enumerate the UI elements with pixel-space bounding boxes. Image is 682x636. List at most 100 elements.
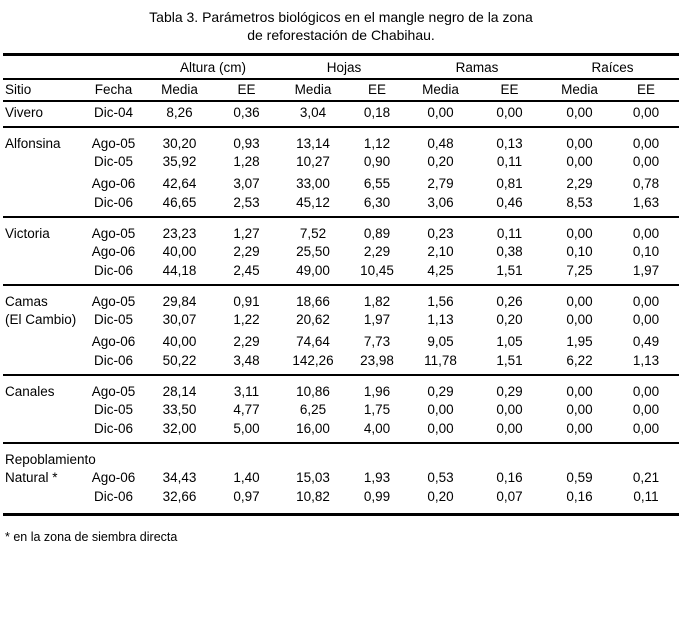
value-cell: 10,27: [296, 154, 330, 169]
table-row: Dic-06 32,00 5,00 16,00 4,00 0,00 0,00 0,00 0,00: [3, 421, 679, 443]
value-cell: 46,65: [162, 195, 197, 210]
value-cell: 29,84: [162, 293, 197, 309]
value-cell: 10,45: [360, 263, 394, 278]
value-cell: 6,30: [363, 195, 391, 210]
value-cell: 11,78: [424, 353, 457, 368]
table-row: Dic-06 44,18 2,45 49,00 10,45 4,25 1,51 7,25 1,9…: [3, 263, 679, 285]
value-cell: 0,00: [566, 312, 593, 327]
date-cell: Ago-05: [91, 293, 136, 309]
table-title: Tabla 3. Parámetros biológicos en el man…: [0, 0, 682, 44]
value-cell: 10,86: [296, 383, 330, 399]
value-cell: 15,03: [296, 470, 330, 485]
column-header-ee-altura: EE: [213, 78, 281, 102]
value-cell: 0,11: [496, 154, 523, 169]
value-cell: 28,14: [162, 383, 197, 399]
table-row: Ago-06 40,00 2,29 25,50 2,29 2,10 0,38 0,10 0,10: [3, 241, 679, 263]
value-cell: 2,10: [427, 244, 454, 259]
value-cell: 0,23: [427, 225, 454, 241]
value-cell: 0,10: [632, 244, 660, 259]
value-cell: 16,00: [296, 421, 330, 436]
column-header-media-altura: Media: [146, 78, 213, 102]
value-cell: 23,23: [162, 225, 197, 241]
value-cell: 35,92: [162, 154, 197, 169]
value-cell: 1,13: [427, 312, 454, 327]
value-cell: 0,48: [427, 135, 454, 151]
value-cell: 10,82: [296, 488, 330, 504]
table-row: Canales Ago-05 28,14 3,11 10,86 1,96 0,29 0,29 0…: [3, 375, 679, 399]
column-header-media-ramas: Media: [408, 78, 474, 102]
table-row: Dic-06 46,65 2,53 45,12 6,30 3,06 0,46 8,53 1,63: [3, 195, 679, 217]
group-header-row: Altura (cm) Hojas Ramas Raíces: [3, 54, 680, 80]
value-cell: 0,00: [566, 383, 593, 399]
value-cell: 1,05: [496, 334, 523, 349]
site-cell: Camas: [5, 293, 48, 309]
table-section: Vivero Dic-04 8,26 0,36 3,04 0,18 0,00 0,00 0,00…: [3, 101, 680, 127]
value-cell: 0,00: [566, 225, 593, 241]
value-cell: 40,00: [162, 244, 197, 259]
date-cell: Ago-06: [91, 334, 136, 349]
table-row: Ago-06 42,64 3,07 33,00 6,55 2,79 0,81 2,29 0,78: [3, 173, 679, 195]
table-row: Dic-05 35,92 1,28 10,27 0,90 0,20 0,11 0,00 0,00: [3, 151, 679, 173]
table-title-line-2: de reforestación de Chabihau.: [247, 27, 435, 43]
value-cell: 50,22: [162, 353, 197, 368]
site-cell: Victoria: [5, 225, 50, 241]
value-cell: 6,22: [566, 353, 593, 368]
value-cell: 0,59: [566, 470, 593, 485]
date-cell: Ago-05: [91, 383, 136, 399]
site-cell: [3, 399, 81, 421]
value-cell: 1,75: [363, 402, 391, 417]
value-cell: 1,22: [233, 312, 260, 327]
date-cell: Ago-05: [91, 135, 136, 151]
table-section: Victoria Ago-05 23,23 1,27 7,52 0,89 0,23 0,11 0…: [3, 217, 680, 285]
value-cell: 33,00: [296, 176, 330, 191]
value-cell: 3,07: [233, 176, 260, 191]
table-row: (El Cambio) Dic-05 30,07 1,22 20,62 1,97 1,13 0…: [3, 309, 679, 331]
date-cell: Dic-06: [93, 195, 133, 210]
value-cell: 9,05: [427, 334, 454, 349]
column-header-ee-hojas: EE: [346, 78, 409, 102]
value-cell: 0,99: [363, 488, 391, 504]
value-cell: 13,14: [296, 135, 330, 151]
value-cell: 0,00: [427, 421, 454, 436]
value-cell: 0,29: [427, 383, 454, 399]
value-cell: 0,21: [632, 470, 660, 485]
value-cell: 74,64: [296, 334, 330, 349]
site-cell: [3, 421, 81, 443]
value-cell: 6,25: [299, 402, 327, 417]
value-cell: 7,73: [363, 334, 391, 349]
value-cell: 8,26: [166, 104, 193, 120]
value-cell: 2,29: [566, 176, 593, 191]
site-cell: [3, 489, 81, 515]
value-cell: 30,07: [162, 312, 197, 327]
value-cell: 0,00: [566, 293, 593, 309]
column-header-media-hojas: Media: [280, 78, 347, 102]
value-cell: 2,29: [363, 244, 391, 259]
table-row: Ago-06 40,00 2,29 74,64 7,73 9,05 1,05 1,95 0,49: [3, 331, 679, 353]
date-cell: Ago-06: [91, 176, 136, 191]
date-cell: Dic-06: [93, 353, 133, 368]
table-header: Altura (cm) Hojas Ramas Raíces Sitio Fec…: [3, 54, 680, 102]
value-cell: 2,79: [427, 176, 454, 191]
value-cell: 0,53: [427, 470, 454, 485]
value-cell: 1,95: [566, 334, 593, 349]
column-header-row: Sitio Fecha Media EE Media EE Media EE M…: [3, 78, 680, 102]
table-title-line-1: Tabla 3. Parámetros biológicos en el man…: [149, 9, 533, 25]
date-cell: Dic-04: [93, 104, 133, 120]
value-cell: 1,56: [427, 293, 454, 309]
value-cell: 0,10: [566, 244, 593, 259]
table-row: Dic-05 33,50 4,77 6,25 1,75 0,00 0,00 0,00 0,00: [3, 399, 679, 421]
value-cell: 1,12: [363, 135, 391, 151]
value-cell: 0,16: [496, 470, 523, 485]
value-cell: 0,00: [632, 225, 660, 241]
value-cell: 1,13: [632, 353, 660, 368]
value-cell: 0,90: [363, 154, 391, 169]
value-cell: 0,13: [496, 135, 523, 151]
value-cell: 45,12: [296, 195, 330, 210]
biological-parameters-table: Altura (cm) Hojas Ramas Raíces Sitio Fec…: [3, 53, 680, 516]
site-cell: Repoblamiento: [5, 451, 96, 467]
value-cell: 20,62: [296, 312, 330, 327]
value-cell: 1,28: [233, 154, 260, 169]
value-cell: 4,00: [363, 421, 391, 436]
value-cell: [346, 443, 408, 467]
